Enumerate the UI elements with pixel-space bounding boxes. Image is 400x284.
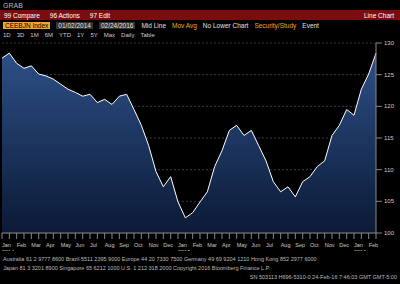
html-text:02/24/2016: 02/24/2016 <box>100 21 134 29</box>
svg-text:Mar: Mar <box>31 242 41 248</box>
html-text:96 Actions: 96 Actions <box>49 11 80 19</box>
svg-text:May: May <box>61 242 72 248</box>
svg-text:Jun: Jun <box>251 242 260 248</box>
svg-text:Dec: Dec <box>163 242 173 248</box>
html-text:01/02/2014: 01/02/2014 <box>58 21 91 29</box>
html-text:Japan 81 3 3201 8900 Singapore: Japan 81 3 3201 8900 Singapore 65 6212 1… <box>3 265 271 271</box>
svg-text:Jan2015: Jan2015 <box>178 242 190 251</box>
svg-text:Feb: Feb <box>369 242 378 248</box>
html-text:Australia 61 2 9777 8600 Brazi: Australia 61 2 9777 8600 Brazil 5511 239… <box>3 256 317 262</box>
svg-text:Jun: Jun <box>75 242 84 248</box>
html-text:1M: 1M <box>30 31 39 38</box>
svg-text:130: 130 <box>384 40 392 46</box>
svg-text:Oct: Oct <box>310 242 319 248</box>
svg-text:Sep: Sep <box>295 242 305 248</box>
svg-text:Nov: Nov <box>149 242 159 248</box>
html-text:Mid Line: Mid Line <box>141 21 166 29</box>
svg-text:105: 105 <box>384 198 392 204</box>
svg-text:115: 115 <box>384 135 392 141</box>
svg-text:Feb: Feb <box>193 242 202 248</box>
html-text:Event: Event <box>302 21 319 29</box>
svg-text:Dec: Dec <box>339 242 349 248</box>
html-text:YTD: YTD <box>59 31 71 38</box>
svg-text:Feb: Feb <box>17 242 26 248</box>
html-text:Max: Max <box>103 31 116 38</box>
html-text:5Y: 5Y <box>90 31 98 38</box>
html-text:1Y: 1Y <box>77 31 85 38</box>
html-text:99 Compare: 99 Compare <box>4 11 40 19</box>
svg-text:100: 100 <box>384 230 392 236</box>
svg-text:Sep: Sep <box>119 242 129 248</box>
svg-text:Jul: Jul <box>266 242 273 248</box>
svg-text:Oct: Oct <box>134 242 143 248</box>
html-text:Line Chart: Line Chart <box>364 11 394 19</box>
html-text:97 Edit: 97 Edit <box>89 11 110 19</box>
svg-text:Mar: Mar <box>207 242 217 248</box>
html-text:Table: Table <box>140 31 155 38</box>
html-text:1D: 1D <box>3 31 11 38</box>
svg-text:120: 120 <box>384 103 392 109</box>
html-text:GRAB: GRAB <box>3 1 23 9</box>
html-text:SN 503113 H696-5310-0 24-Feb-1: SN 503113 H696-5310-0 24-Feb-16 7:46:03 … <box>249 274 397 280</box>
svg-text:Jan2014: Jan2014 <box>8 242 14 251</box>
svg-text:Jul: Jul <box>90 242 97 248</box>
html-text:6M: 6M <box>44 31 53 38</box>
svg-text:125: 125 <box>384 72 392 78</box>
svg-text:Nov: Nov <box>325 242 335 248</box>
svg-text:May: May <box>237 242 248 248</box>
svg-text:Jan2016: Jan2016 <box>354 242 366 251</box>
svg-text:Apr: Apr <box>46 242 55 248</box>
html-text:Security/Study: Security/Study <box>254 21 297 29</box>
svg-text:Apr: Apr <box>222 242 231 248</box>
html-text:No Lower Chart: No Lower Chart <box>202 21 249 29</box>
html-text:3D: 3D <box>16 31 25 38</box>
svg-text:Aug: Aug <box>281 242 291 248</box>
svg-text:110: 110 <box>384 167 392 173</box>
html-text:CEEBJN Index: CEEBJN Index <box>5 21 49 29</box>
svg-text:Aug: Aug <box>105 242 115 248</box>
html-text:Daily: Daily <box>121 31 135 38</box>
html-text:Mov Avg: Mov Avg <box>172 21 197 29</box>
